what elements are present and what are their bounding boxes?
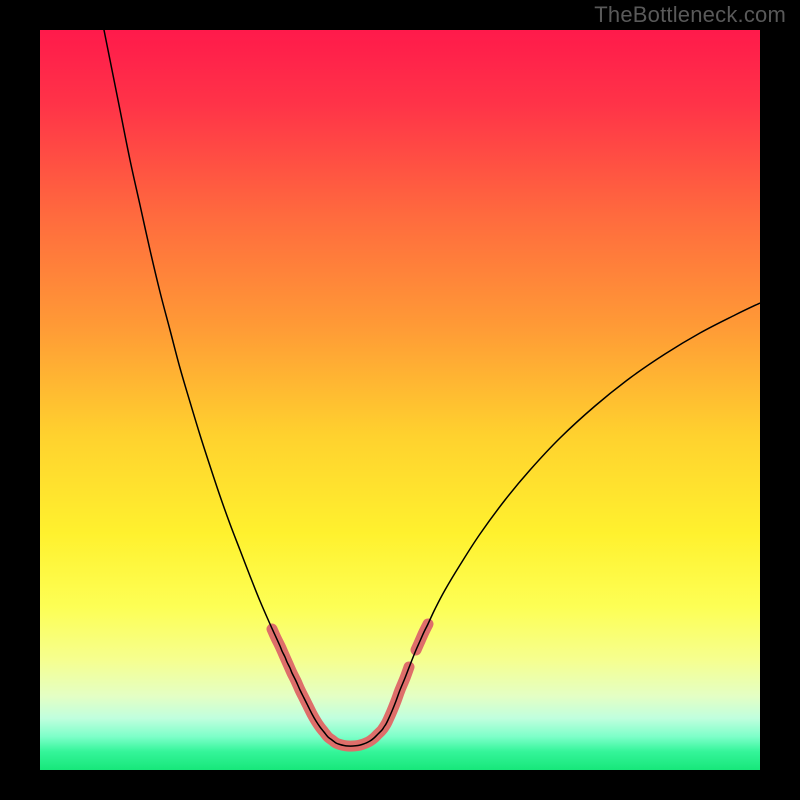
- watermark-text: TheBottleneck.com: [594, 2, 786, 28]
- curve-svg: [40, 30, 760, 770]
- plot-area: [40, 30, 760, 770]
- bottleneck-curve: [100, 30, 760, 746]
- chart-stage: TheBottleneck.com: [0, 0, 800, 800]
- highlight-left-segment: [272, 629, 409, 746]
